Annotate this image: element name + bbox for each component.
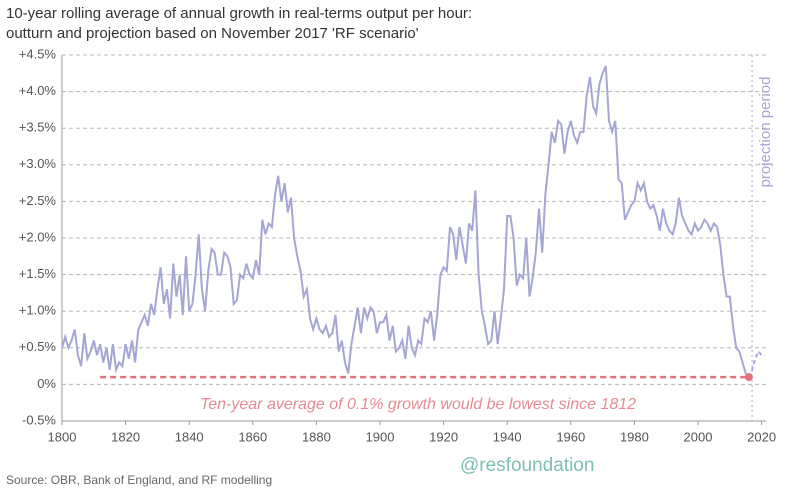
y-tick-label: -0.5% [22,412,56,427]
y-tick-label: +2.5% [19,193,57,208]
x-tick-label: 1880 [302,429,331,444]
x-tick-label: 1960 [556,429,585,444]
x-tick-label: 1940 [493,429,522,444]
x-tick-label: 1860 [238,429,267,444]
annotation: Ten-year average of 0.1% growth would be… [200,396,636,413]
y-tick-label: +4.0% [19,83,57,98]
reference-dot [744,373,753,382]
source: Source: OBR, Bank of England, and RF mod… [6,473,272,487]
projection-label: projection period [757,77,774,188]
y-tick-label: +4.5% [19,46,57,61]
x-tick-label: 1840 [175,429,204,444]
x-tick-label: 1800 [48,429,77,444]
x-tick-label: 1820 [111,429,140,444]
chart-title: outturn and projection based on November… [6,25,419,42]
y-tick-label: +3.5% [19,120,57,135]
x-tick-label: 2000 [684,429,713,444]
y-tick-label: +3.0% [19,156,57,171]
x-tick-label: 1980 [620,429,649,444]
y-tick-label: 0% [37,376,56,391]
series-line [747,349,765,378]
y-tick-label: +1.5% [19,266,57,281]
x-tick-label: 1900 [366,429,395,444]
y-tick-label: +2.0% [19,229,57,244]
x-tick-label: 2020 [747,429,776,444]
y-tick-label: +1.0% [19,303,57,318]
series-line [61,65,750,378]
chart-title: 10-year rolling average of annual growth… [6,5,472,22]
x-tick-label: 1920 [429,429,458,444]
y-tick-label: +0.5% [19,339,57,354]
watermark: @resfoundation [460,455,594,476]
